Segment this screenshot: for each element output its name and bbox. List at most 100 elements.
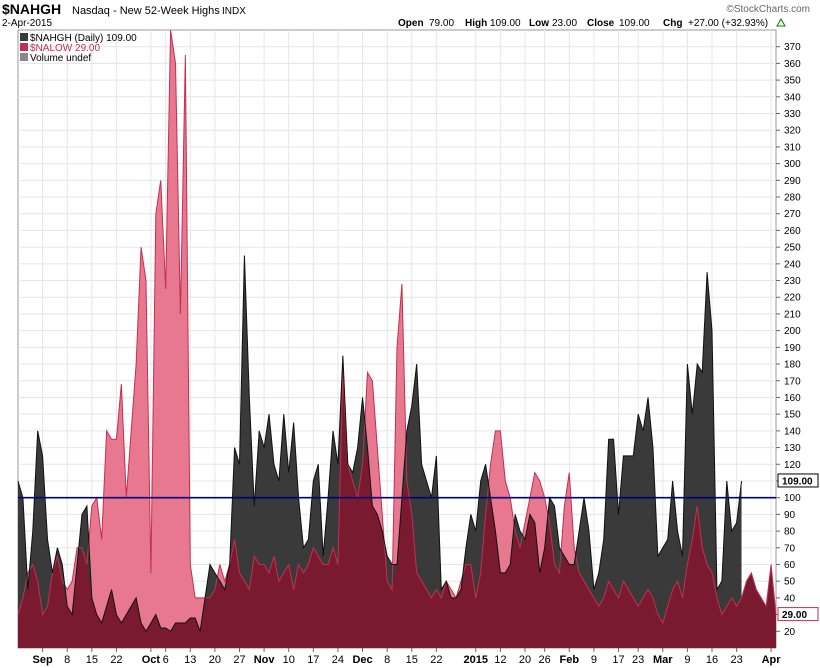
x-tick-label: 23	[730, 654, 742, 666]
y-tick-label: 140	[784, 426, 801, 437]
y-tick-label: 250	[784, 243, 801, 254]
y-tick-label: 320	[784, 126, 801, 137]
x-tick-label: 22	[430, 654, 442, 666]
y-tick-label: 360	[784, 59, 801, 70]
y-tick-label: 40	[784, 593, 796, 604]
open-value: 79.00	[429, 18, 454, 29]
y-tick-label: 220	[784, 293, 801, 304]
chg-label: Chg	[663, 18, 682, 29]
overlap-region	[18, 372, 776, 648]
y-tick-label: 240	[784, 259, 801, 270]
high-value: 109.00	[490, 18, 521, 29]
security-name: Nasdaq - New 52-Week Highs	[72, 5, 220, 17]
high-label: High	[465, 18, 487, 29]
y-tick-label: 340	[784, 92, 801, 103]
highs-line	[17, 255, 743, 633]
up-arrow-icon	[776, 17, 786, 27]
y-tick-label: 130	[784, 443, 801, 454]
x-tick-label: Oct	[142, 654, 161, 666]
x-axis: Sep 8 15 22 Oct 6 13 20 27 Nov 10 17 24 Dec 8 15 22 2015 1…	[33, 648, 782, 666]
y-tick-label: 230	[784, 276, 801, 287]
x-tick-label: 27	[233, 654, 245, 666]
y-tick-label: 200	[784, 326, 801, 337]
y-tick-label: 270	[784, 209, 801, 220]
y-tick-label: 210	[784, 309, 801, 320]
x-tick-label: 26	[539, 654, 551, 666]
y-tick-label: 20	[784, 627, 796, 638]
x-tick-label: 22	[110, 654, 122, 666]
x-tick-label: 23	[632, 654, 644, 666]
x-tick-label: Mar	[653, 654, 673, 666]
legend-item-highs: $NAHGH (Daily) 109.00	[30, 33, 137, 44]
y-tick-label: 120	[784, 460, 801, 471]
close-value: 109.00	[619, 18, 650, 29]
last-value-label: 29.00	[782, 610, 807, 621]
x-tick-label: 8	[384, 654, 390, 666]
last-value-tag	[777, 473, 819, 488]
overlap-area	[18, 372, 776, 648]
x-tick-label: 15	[86, 654, 98, 666]
x-tick-label: Sep	[33, 654, 53, 666]
series-lines	[17, 29, 777, 633]
quote-date: 2-Apr-2015	[2, 18, 52, 29]
x-tick-label: 15	[406, 654, 418, 666]
last-value-tag	[777, 607, 819, 622]
y-tick-label: 90	[784, 510, 796, 521]
exchange: INDX	[222, 6, 246, 17]
x-tick-label: 10	[283, 654, 295, 666]
y-tick-label: 280	[784, 193, 801, 204]
y-tick-label: 80	[784, 527, 796, 538]
legend-swatch-lows	[20, 43, 28, 51]
legend-swatch-highs	[20, 33, 28, 41]
legend-item-volume: Volume undef	[30, 53, 91, 64]
y-tick-label: 100	[784, 493, 801, 504]
legend-item-lows: $NALOW 29.00	[30, 43, 100, 54]
chg-value: +27.00 (+32.93%)	[688, 18, 768, 29]
symbol: $NAHGH	[2, 1, 61, 17]
x-tick-label: 2015	[464, 654, 488, 666]
y-tick-label: 310	[784, 142, 801, 153]
low-label: Low	[529, 18, 549, 29]
x-tick-label: 17	[307, 654, 319, 666]
x-tick-label: 8	[64, 654, 70, 666]
last-value-label: 109.00	[782, 476, 813, 487]
y-tick-label: 70	[784, 543, 796, 554]
x-tick-label: 9	[591, 654, 597, 666]
last-value-tags: 109.00 29.00	[777, 473, 819, 622]
x-tick-label: 6	[163, 654, 169, 666]
y-tick-label: 190	[784, 343, 801, 354]
y-tick-label: 260	[784, 226, 801, 237]
x-tick-label: 17	[612, 654, 624, 666]
y-tick-label: 50	[784, 577, 796, 588]
x-tick-label: 12	[494, 654, 506, 666]
x-tick-label: Feb	[559, 654, 579, 666]
y-tick-label: 60	[784, 560, 796, 571]
y-tick-label: 350	[784, 76, 801, 87]
y-tick-label: 370	[784, 42, 801, 53]
legend: $NAHGH (Daily) 109.00 $NALOW 29.00 Volum…	[20, 33, 137, 64]
watermark: ©StockCharts.com	[726, 4, 810, 15]
y-tick-label: 150	[784, 410, 801, 421]
x-tick-label: 20	[519, 654, 531, 666]
y-tick-label: 290	[784, 176, 801, 187]
y-tick-label: 160	[784, 393, 801, 404]
y-axis: 2030405060708090100110120130140150160170…	[776, 42, 801, 638]
legend-swatch-volume	[20, 53, 28, 61]
x-tick-label: Apr	[762, 654, 782, 666]
y-tick-label: 170	[784, 376, 801, 387]
x-tick-label: 13	[184, 654, 196, 666]
x-tick-label: 9	[684, 654, 690, 666]
y-tick-label: 300	[784, 159, 801, 170]
x-tick-label: Nov	[254, 654, 276, 666]
x-tick-label: 20	[209, 654, 221, 666]
x-tick-label: Dec	[352, 654, 372, 666]
x-tick-label: 16	[706, 654, 718, 666]
lows-line	[17, 29, 777, 625]
low-value: 23.00	[552, 18, 577, 29]
open-label: Open	[398, 18, 424, 29]
y-tick-label: 180	[784, 360, 801, 371]
x-tick-label: 24	[332, 654, 344, 666]
close-label: Close	[587, 18, 615, 29]
y-tick-label: 330	[784, 109, 801, 120]
